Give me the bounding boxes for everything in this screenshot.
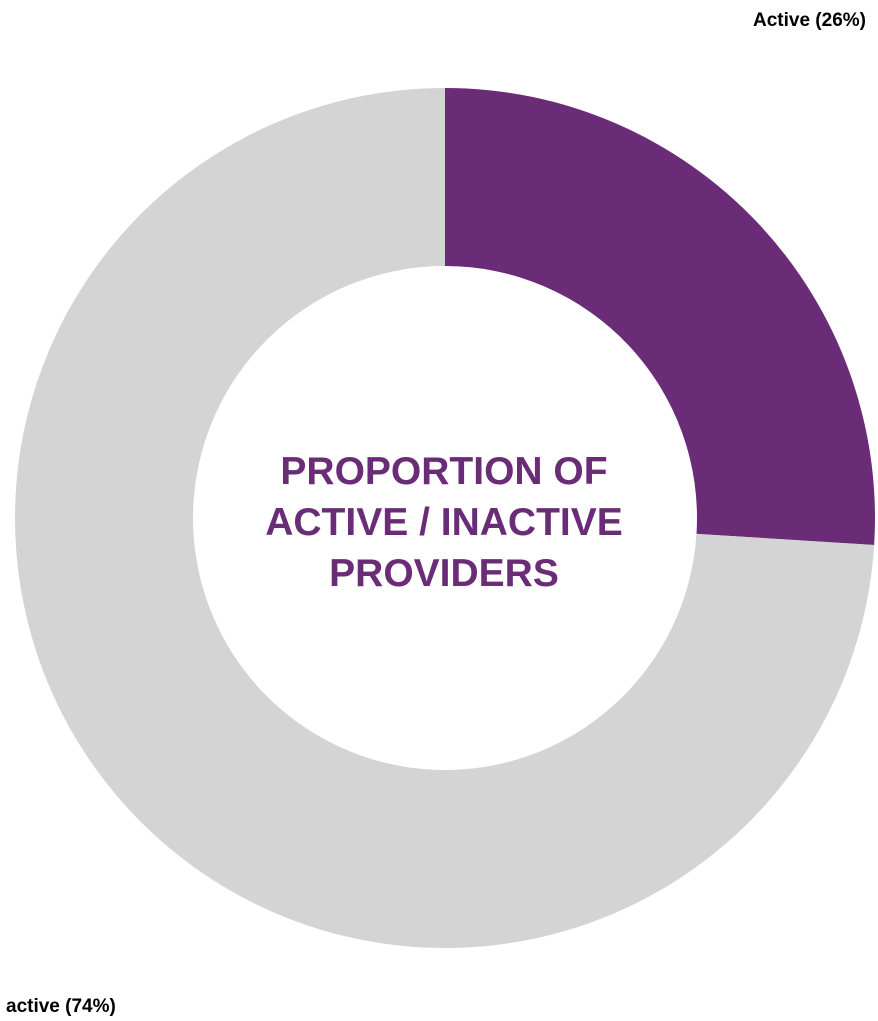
- slice-active: [445, 88, 875, 545]
- slice-label-inactive: active (74%): [6, 996, 116, 1017]
- chart-title: PROPORTION OF ACTIVE / INACTIVE PROVIDER…: [219, 446, 669, 599]
- labels-layer: Active (26%) active (74%): [6, 10, 866, 1017]
- slices-layer: [14, 87, 875, 948]
- slice-label-active: Active (26%): [753, 10, 866, 31]
- chart-title-line-1: PROPORTION OF: [280, 450, 608, 493]
- chart-title-line-2: ACTIVE / INACTIVE: [265, 501, 623, 544]
- slice-inactive: [14, 87, 875, 948]
- chart-title-line-3: PROVIDERS: [329, 552, 559, 595]
